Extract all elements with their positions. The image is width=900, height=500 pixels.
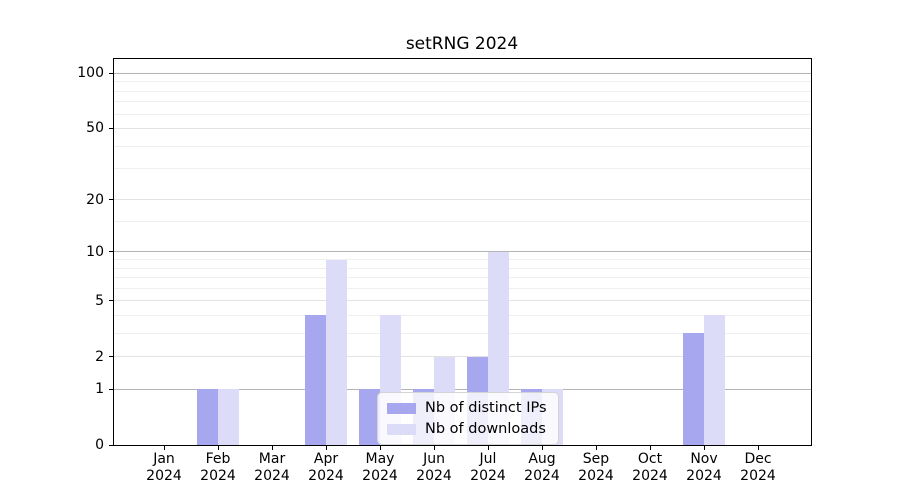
x-tick-label: Oct 2024 — [632, 451, 668, 484]
x-tick-mark — [542, 445, 543, 450]
y-tick-mark — [109, 199, 114, 201]
x-tick-label: Jul 2024 — [470, 451, 506, 484]
legend-swatch-downloads — [387, 423, 416, 435]
x-tick-mark — [488, 445, 489, 450]
x-tick-label: Feb 2024 — [200, 451, 236, 484]
x-tick-mark — [596, 445, 597, 450]
y-tick-mark — [109, 300, 114, 302]
y-tick-label: 100 — [77, 65, 104, 82]
y-tick-label: 0 — [95, 437, 104, 453]
legend-label-downloads: Nb of downloads — [425, 421, 546, 437]
x-tick-mark — [326, 445, 327, 450]
x-tick-mark — [272, 445, 273, 450]
x-tick-label: Jun 2024 — [416, 451, 452, 484]
bar-downloads — [704, 315, 725, 445]
y-tick-label: 10 — [86, 243, 104, 260]
minor-gridline — [114, 168, 811, 170]
y-tick-label: 50 — [86, 120, 104, 137]
x-tick-label: Sep 2024 — [578, 451, 614, 484]
major-gridline — [114, 388, 811, 390]
y-tick-mark — [109, 127, 114, 129]
x-tick-label: May 2024 — [362, 451, 398, 484]
bar-distinct-ips — [359, 389, 380, 445]
bar-downloads — [326, 259, 347, 445]
y-tick-mark — [109, 444, 114, 446]
x-tick-label: Jan 2024 — [146, 451, 182, 484]
y-tick-mark — [109, 72, 114, 74]
major-gridline — [114, 199, 811, 201]
minor-gridline — [114, 145, 811, 147]
minor-gridline — [114, 101, 811, 103]
plot-area: Nb of distinct IPs Nb of downloads 0 1 2 5 1… — [77, 58, 812, 484]
x-tick-mark — [704, 445, 705, 450]
minor-gridline — [114, 287, 811, 289]
y-tick-label: 1 — [95, 381, 104, 398]
major-gridline — [114, 72, 811, 74]
x-tick-label: Mar 2024 — [254, 451, 290, 484]
y-tick-mark — [109, 388, 114, 390]
chart-title: setRNG 2024 — [405, 34, 519, 54]
x-tick-label: Dec 2024 — [740, 451, 776, 484]
x-tick-mark — [380, 445, 381, 450]
bar-distinct-ips — [683, 333, 704, 445]
minor-gridline — [114, 314, 811, 316]
minor-gridline — [114, 259, 811, 261]
major-gridline — [114, 251, 811, 253]
x-tick-mark — [650, 445, 651, 450]
x-tick-mark — [758, 445, 759, 450]
y-tick-mark — [109, 251, 114, 253]
bar-downloads — [218, 389, 239, 445]
minor-gridline — [114, 113, 811, 115]
x-tick-mark — [164, 445, 165, 450]
minor-gridline — [114, 81, 811, 83]
legend: Nb of distinct IPs Nb of downloads — [377, 392, 559, 445]
legend-item-distinct-ips: Nb of distinct IPs — [387, 400, 547, 416]
major-gridline — [114, 356, 811, 358]
x-tick-mark — [218, 445, 219, 450]
y-tick-label: 20 — [86, 191, 104, 208]
bar-distinct-ips — [197, 389, 218, 445]
legend-label-distinct-ips: Nb of distinct IPs — [425, 400, 547, 416]
major-gridline — [114, 127, 811, 129]
minor-gridline — [114, 277, 811, 279]
y-tick-mark — [109, 356, 114, 358]
y-tick-label: 5 — [95, 292, 104, 309]
legend-swatch-distinct-ips — [387, 402, 416, 414]
minor-gridline — [114, 90, 811, 92]
minor-gridline — [114, 332, 811, 334]
x-tick-label: Aug 2024 — [524, 451, 560, 484]
x-tick-mark — [434, 445, 435, 450]
minor-gridline — [114, 221, 811, 223]
x-tick-label: Apr 2024 — [308, 451, 344, 484]
minor-gridline — [114, 267, 811, 269]
legend-item-downloads: Nb of downloads — [387, 421, 547, 437]
bar-distinct-ips — [305, 315, 326, 445]
x-tick-label: Nov 2024 — [686, 451, 722, 484]
major-gridline — [114, 300, 811, 302]
y-tick-label: 2 — [95, 348, 104, 365]
